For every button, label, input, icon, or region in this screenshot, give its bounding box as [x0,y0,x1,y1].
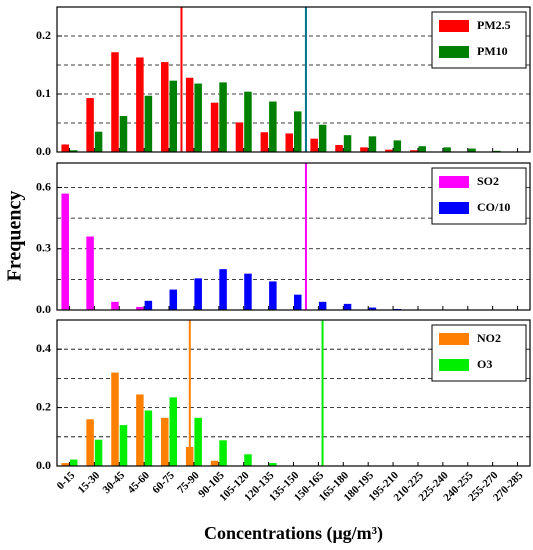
legend-swatch [439,333,469,345]
legend-label: NO2 [477,331,501,345]
y-tick-label: 0.4 [36,341,51,355]
plot-frame [56,6,531,153]
legend-label: PM10 [477,44,508,58]
bar [409,150,418,152]
bar [61,193,69,310]
bar [144,410,153,466]
bar [86,419,94,466]
x-tick-label: 15-30 [76,469,103,496]
bar [194,83,202,152]
bar [94,439,103,466]
bar [136,57,144,152]
bar [219,269,227,310]
bar [161,62,169,152]
y-tick-label: 0.2 [36,399,51,413]
bar [169,397,178,466]
bar [94,131,103,152]
y-axis-label: Frequency [4,191,26,282]
bar [244,454,252,466]
bar [393,140,402,152]
bar [119,425,128,466]
bar [119,116,128,152]
bar [310,138,318,152]
x-axis-label: Concentrations (μg/m³) [204,523,383,544]
bar [318,124,327,152]
bar [111,372,119,466]
bar [368,307,377,310]
bar [69,150,78,152]
bar [61,144,69,152]
bar [343,135,352,152]
bar [169,289,178,310]
y-tick-label: 0.2 [36,28,51,42]
bar [86,236,94,310]
bar [269,281,277,310]
y-tick-label: 0.0 [36,302,51,316]
bar [335,145,343,152]
bar [343,303,352,310]
bar [244,91,252,152]
plot-frame [56,319,531,467]
bar [144,300,153,310]
bar [210,102,219,152]
y-tick-label: 0.1 [36,86,51,100]
x-tick-label: 60-75 [150,469,177,496]
bar [285,133,293,152]
legend-swatch [439,176,469,188]
bar [368,136,377,152]
y-tick-label: 0.0 [36,144,51,158]
bar [385,149,393,152]
bar [185,77,194,152]
bar [318,301,327,310]
x-tick-label: 30-45 [101,469,128,496]
bar [219,440,227,466]
y-tick-label: 0.6 [36,179,51,193]
bar [161,417,169,466]
legend-label: SO2 [477,174,499,188]
bar [111,52,119,152]
bar [219,82,227,152]
legend-label: O3 [477,357,492,371]
x-tick-label: 45-60 [125,469,152,496]
plot-frame [56,162,531,311]
y-tick-label: 0.3 [36,241,51,255]
bar [210,460,219,466]
bar [468,148,476,152]
legend-swatch [439,359,469,371]
bar [86,98,94,152]
x-tick-label: 0-15 [55,469,78,492]
legend-swatch [439,202,469,214]
bar [235,122,244,152]
bar [294,111,302,152]
bar [244,273,252,310]
bar [169,80,178,152]
bar [269,101,277,152]
legend-label: PM2.5 [477,18,511,32]
y-tick-label: 0.0 [36,458,51,472]
bar [136,394,144,466]
bar [61,463,69,466]
bar [269,463,277,466]
bar [194,417,202,466]
bar [144,95,153,152]
legend-label: CO/10 [477,200,510,214]
bar [194,278,202,310]
bar [443,147,451,152]
legend-swatch [439,46,469,58]
bar [360,147,368,152]
legend-swatch [439,20,469,32]
bar [69,459,78,466]
bar [111,301,119,310]
bar [260,132,269,152]
bar [294,294,302,310]
bar [418,146,426,152]
bar [136,306,144,310]
